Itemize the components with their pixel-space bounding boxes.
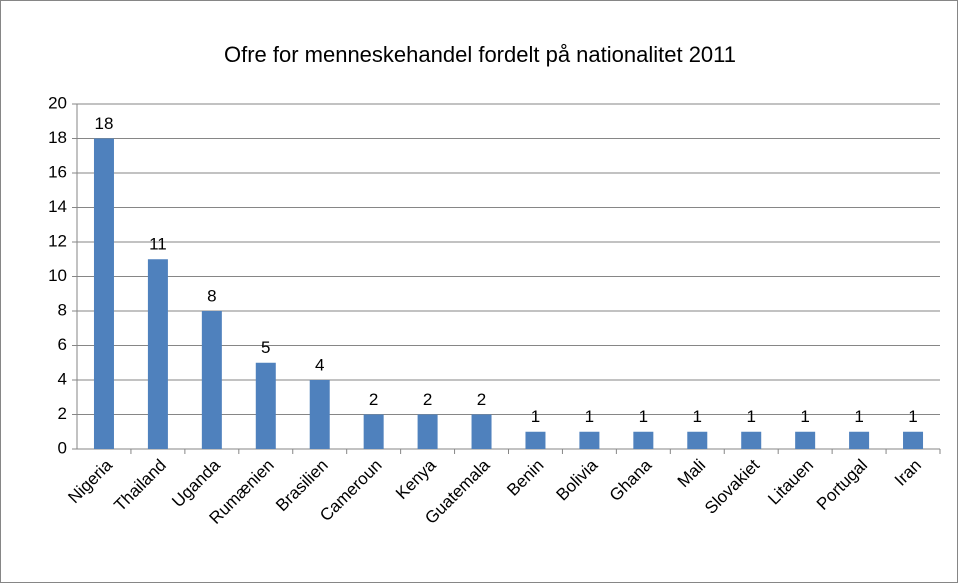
bar <box>255 362 276 449</box>
bar <box>579 431 600 449</box>
data-label: 1 <box>693 407 702 426</box>
chart-title: Ofre for menneskehandel fordelt på natio… <box>224 42 736 67</box>
bar <box>903 431 924 449</box>
data-label: 8 <box>207 286 216 305</box>
data-label: 2 <box>369 390 378 409</box>
data-label: 1 <box>800 407 809 426</box>
y-tick-label: 4 <box>58 369 67 388</box>
bar <box>363 414 384 449</box>
bar <box>93 138 114 449</box>
data-label: 1 <box>746 407 755 426</box>
y-tick-label: 6 <box>58 335 67 354</box>
y-tick-label: 2 <box>58 404 67 423</box>
bar <box>633 431 654 449</box>
data-label: 5 <box>261 338 270 357</box>
y-tick-label: 0 <box>58 438 67 457</box>
y-tick-label: 14 <box>48 197 67 216</box>
data-label: 1 <box>531 407 540 426</box>
y-tick-label: 18 <box>48 128 67 147</box>
bar <box>471 414 492 449</box>
data-label: 2 <box>423 390 432 409</box>
bar <box>309 380 330 449</box>
y-tick-label: 20 <box>48 93 67 112</box>
bar <box>147 259 168 449</box>
data-label: 1 <box>639 407 648 426</box>
data-label: 11 <box>149 235 167 254</box>
bar <box>795 431 816 449</box>
data-label: 1 <box>908 407 917 426</box>
y-tick-label: 12 <box>48 231 67 250</box>
data-label: 2 <box>477 390 486 409</box>
data-label: 18 <box>95 114 114 133</box>
y-tick-label: 8 <box>58 300 67 319</box>
y-tick-label: 16 <box>48 162 67 181</box>
bar <box>417 414 438 449</box>
bar <box>525 431 546 449</box>
data-label: 1 <box>854 407 863 426</box>
data-label: 1 <box>585 407 594 426</box>
data-label: 4 <box>315 355 324 374</box>
bar <box>849 431 870 449</box>
y-tick-label: 10 <box>48 266 67 285</box>
bar <box>201 311 222 449</box>
bar <box>687 431 708 449</box>
bar <box>741 431 762 449</box>
